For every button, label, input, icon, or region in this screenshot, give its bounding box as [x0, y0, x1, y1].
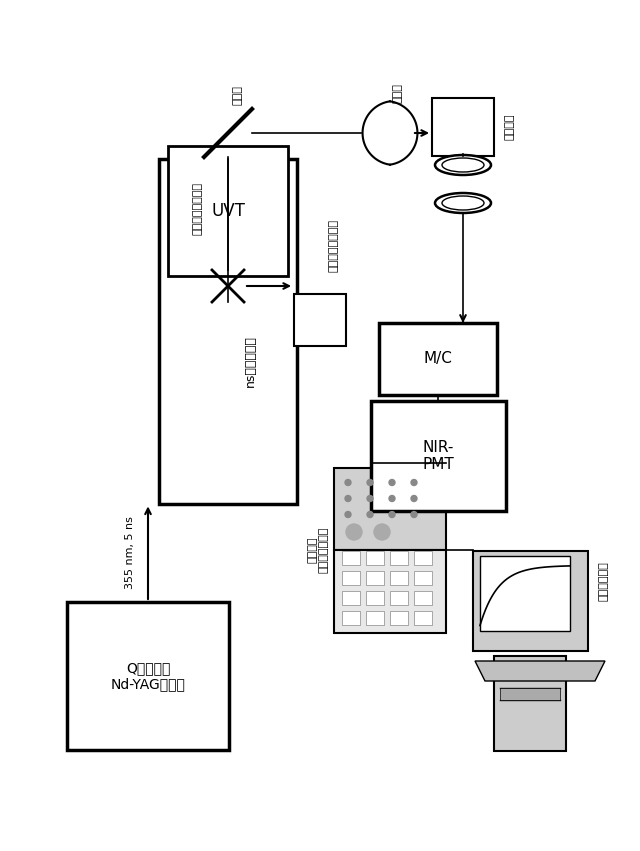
- FancyBboxPatch shape: [342, 610, 360, 625]
- Text: 355 nm, 5 ns: 355 nm, 5 ns: [125, 517, 135, 589]
- Circle shape: [411, 479, 417, 486]
- FancyBboxPatch shape: [342, 570, 360, 585]
- Text: フォトダイオード: フォトダイオード: [329, 219, 339, 272]
- Ellipse shape: [435, 155, 491, 175]
- FancyBboxPatch shape: [432, 98, 494, 156]
- Circle shape: [411, 495, 417, 501]
- FancyBboxPatch shape: [390, 570, 408, 585]
- Text: サンプル: サンプル: [505, 114, 515, 140]
- Circle shape: [367, 495, 373, 501]
- Circle shape: [367, 479, 373, 486]
- FancyBboxPatch shape: [366, 570, 384, 585]
- FancyBboxPatch shape: [390, 551, 408, 564]
- FancyBboxPatch shape: [342, 551, 360, 564]
- Text: デジタル
オシロスコープ: デジタル オシロスコープ: [307, 527, 329, 574]
- Polygon shape: [363, 101, 417, 165]
- Circle shape: [411, 511, 417, 517]
- FancyBboxPatch shape: [390, 591, 408, 604]
- Text: レンズ: レンズ: [393, 83, 403, 103]
- FancyBboxPatch shape: [342, 591, 360, 604]
- Text: ビームスプリッタ: ビームスプリッタ: [193, 182, 203, 235]
- Text: ミラー: ミラー: [233, 85, 243, 105]
- Text: M/C: M/C: [424, 351, 452, 367]
- Circle shape: [367, 511, 373, 517]
- FancyBboxPatch shape: [494, 655, 566, 751]
- Circle shape: [345, 495, 351, 501]
- FancyBboxPatch shape: [366, 591, 384, 604]
- Text: NIR-
PMT: NIR- PMT: [422, 440, 454, 472]
- FancyBboxPatch shape: [334, 467, 446, 550]
- FancyBboxPatch shape: [414, 551, 432, 564]
- FancyBboxPatch shape: [480, 556, 570, 631]
- Ellipse shape: [442, 196, 484, 210]
- FancyBboxPatch shape: [168, 146, 288, 276]
- FancyBboxPatch shape: [390, 610, 408, 625]
- Circle shape: [389, 495, 395, 501]
- Text: Qスイッチ
Nd-YAGレーザ: Qスイッチ Nd-YAGレーザ: [111, 661, 186, 691]
- FancyBboxPatch shape: [366, 551, 384, 564]
- FancyBboxPatch shape: [414, 570, 432, 585]
- Circle shape: [345, 479, 351, 486]
- FancyBboxPatch shape: [67, 602, 229, 750]
- Ellipse shape: [435, 193, 491, 213]
- Circle shape: [346, 524, 362, 540]
- FancyBboxPatch shape: [472, 551, 588, 651]
- FancyBboxPatch shape: [414, 591, 432, 604]
- FancyBboxPatch shape: [294, 294, 346, 346]
- Text: ns色素レーザ: ns色素レーザ: [243, 335, 257, 387]
- Text: コンピュータ: コンピュータ: [598, 561, 609, 601]
- FancyBboxPatch shape: [371, 401, 506, 511]
- FancyBboxPatch shape: [379, 323, 497, 395]
- Text: UVT: UVT: [211, 202, 245, 220]
- FancyBboxPatch shape: [366, 610, 384, 625]
- FancyBboxPatch shape: [334, 550, 446, 632]
- FancyBboxPatch shape: [500, 688, 560, 700]
- Ellipse shape: [442, 158, 484, 172]
- FancyBboxPatch shape: [159, 158, 297, 504]
- Circle shape: [389, 511, 395, 517]
- Circle shape: [374, 524, 390, 540]
- Polygon shape: [475, 661, 605, 681]
- Circle shape: [389, 479, 395, 486]
- FancyBboxPatch shape: [414, 610, 432, 625]
- Circle shape: [345, 511, 351, 517]
